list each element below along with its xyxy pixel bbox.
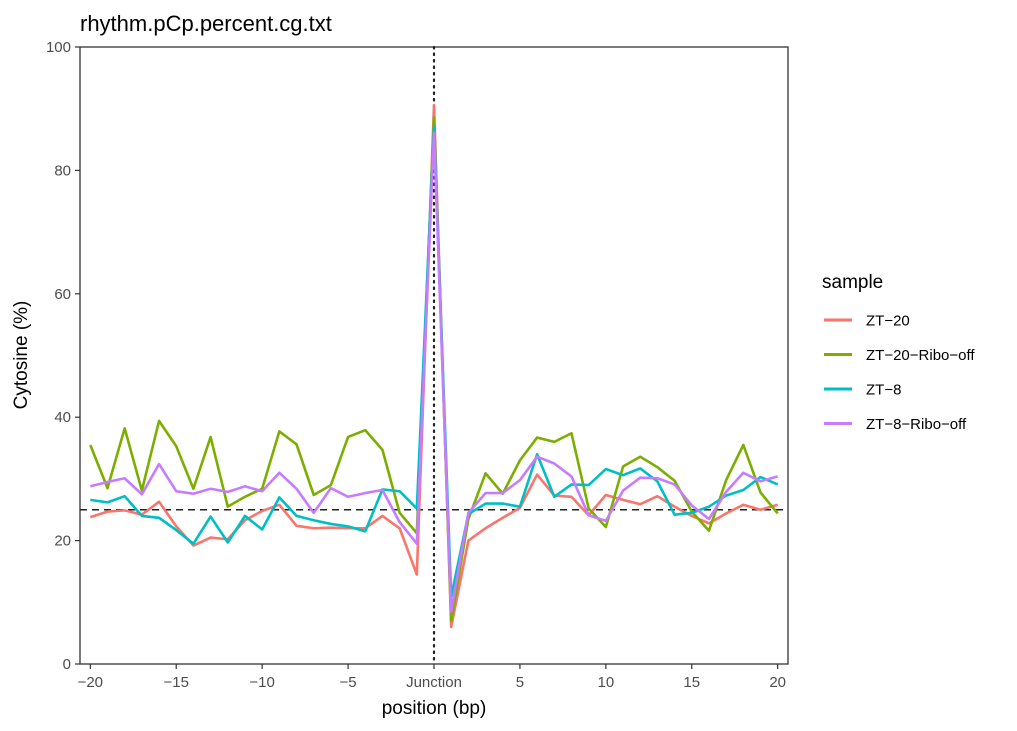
x-tick-label: 10 [598, 674, 615, 691]
y-tick-label: 80 [54, 162, 71, 179]
x-axis-title: position (bp) [382, 698, 487, 719]
series-line-3 [90, 125, 779, 599]
x-tick-label: 15 [683, 674, 700, 691]
y-axis-title: Cytosine (%) [11, 301, 32, 410]
y-tick-label: 40 [54, 409, 71, 426]
series-line-2 [89, 116, 779, 623]
x-tick-label: −10 [249, 674, 274, 691]
reference-lines [80, 45, 788, 666]
series-line-1 [89, 103, 779, 629]
x-tick-label: 5 [516, 674, 524, 691]
x-tick-label: 20 [769, 674, 786, 691]
series-lines [89, 103, 779, 629]
y-axis: 0 20 40 60 80 100 [46, 39, 80, 673]
y-tick-label: 20 [54, 533, 71, 550]
x-tick-label: −15 [164, 674, 189, 691]
chart-title: rhythm.pCp.percent.cg.txt [80, 11, 332, 36]
legend-label-4: ZT−8−Ribo−off [866, 416, 967, 433]
legend: sample ZT−20 ZT−20−Ribo−off ZT−8 ZT−8−Ribo−… [822, 272, 975, 433]
y-tick-label: 0 [63, 656, 71, 673]
x-tick-label: −20 [78, 674, 103, 691]
legend-label-3: ZT−8 [866, 382, 901, 399]
x-axis: −20 −15 −10 −5 Junction 5 10 15 20 [78, 664, 786, 691]
x-tick-label: Junction [406, 674, 462, 691]
y-tick-label: 100 [46, 39, 71, 56]
y-tick-label: 60 [54, 286, 71, 303]
series-line-4 [89, 131, 779, 613]
legend-title: sample [822, 272, 883, 293]
legend-label-1: ZT−20 [866, 313, 910, 330]
legend-label-2: ZT−20−Ribo−off [866, 347, 975, 364]
x-tick-label: −5 [340, 674, 357, 691]
